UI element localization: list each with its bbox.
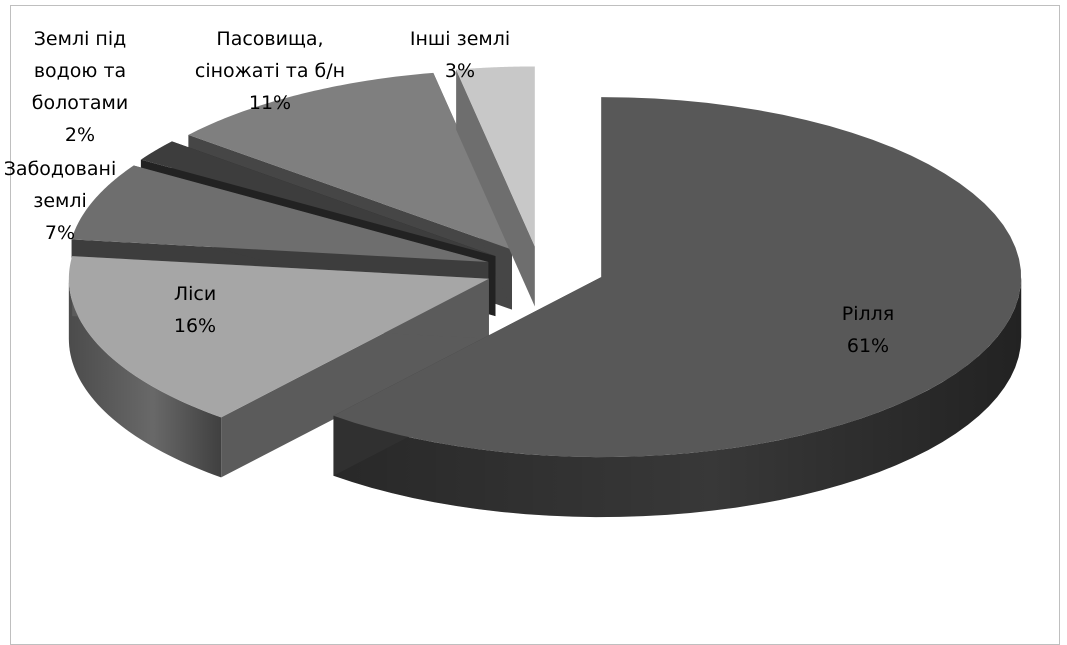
pie-slice-cut-face [456,69,535,307]
data-label-line: Забодовані [4,158,116,180]
data-label-line: сіножаті та б/н [195,60,345,82]
data-label-line: 61% [847,335,889,357]
data-label-1: Рілля 61% [842,303,894,357]
pie-chart: Рілля 61% Ліси 16% Забодовані землі 7% Землі пі… [4,28,1022,518]
data-label-2: Ліси 16% [174,283,216,337]
data-label-line: 3% [445,60,475,82]
data-label-line: Рілля [842,303,894,325]
pie-slice-6 [456,66,535,307]
pie-slice-top [456,66,535,247]
pie-slice-top [333,97,1022,458]
data-label-4: Землі під водою та болотами 2% [32,28,129,146]
pie-slice-2 [68,256,489,478]
data-label-line: Пасовища, [216,28,323,50]
pie-slice-top [188,72,513,250]
data-label-line: Інші землі [410,28,510,50]
pie-slice-top [71,165,489,262]
pie-slice-top [68,256,489,418]
data-label-line: болотами [32,92,129,114]
data-label-line: Землі під [34,28,127,50]
data-label-line: землі [33,190,87,212]
data-label-line: 11% [249,92,291,114]
pie-slice-1 [333,97,1022,518]
data-label-3: Забодовані землі 7% [4,158,116,244]
pie-slice-top [140,141,496,257]
data-label-line: 2% [65,124,95,146]
data-label-6: Інші землі 3% [410,28,510,82]
data-label-line: Ліси [174,283,216,305]
data-label-line: 7% [45,222,75,244]
pie-slice-side-shading [333,277,1022,518]
pie-slice-side-shading [68,278,222,478]
data-label-5: Пасовища, сіножаті та б/н 11% [195,28,345,114]
data-label-line: водою та [34,60,126,82]
data-label-line: 16% [174,315,216,337]
